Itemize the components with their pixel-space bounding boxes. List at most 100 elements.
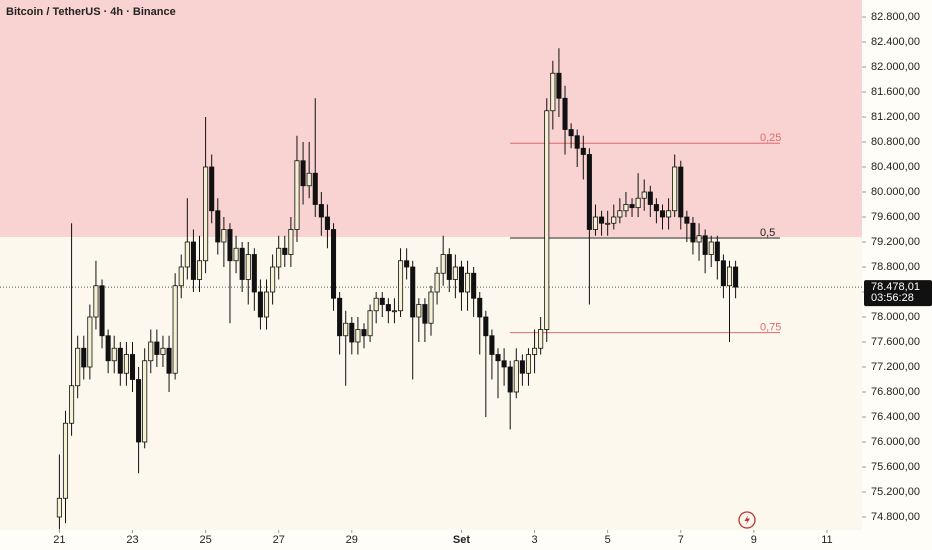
candle-body bbox=[434, 272, 440, 293]
candle-body bbox=[367, 310, 373, 337]
candle-body bbox=[556, 72, 562, 99]
candle-body bbox=[300, 160, 306, 187]
candle-body bbox=[160, 347, 166, 355]
candle-body bbox=[452, 266, 458, 280]
candle-body bbox=[56, 497, 62, 518]
candle-body bbox=[196, 260, 203, 280]
candle-body bbox=[215, 210, 221, 243]
x-tick-label: Set bbox=[453, 534, 470, 546]
candle-body bbox=[538, 329, 544, 349]
candle-body bbox=[629, 204, 635, 209]
candle-body bbox=[203, 166, 209, 262]
candle-body bbox=[410, 266, 416, 318]
y-tick-label: 80.800,00 bbox=[871, 136, 920, 148]
candle-body bbox=[184, 241, 190, 268]
candle-body bbox=[398, 260, 404, 312]
y-tick-label: 74.800,00 bbox=[871, 511, 920, 523]
candle-body bbox=[178, 266, 184, 287]
candle-body bbox=[62, 422, 69, 499]
y-tick-label: 76.400,00 bbox=[871, 411, 920, 423]
candle-body bbox=[519, 360, 525, 374]
candle-body bbox=[678, 166, 684, 218]
candle-body bbox=[129, 354, 136, 380]
candle-body bbox=[227, 229, 233, 262]
candle-body bbox=[349, 322, 355, 343]
y-tick-label: 81.200,00 bbox=[871, 111, 920, 123]
candle-body bbox=[136, 379, 142, 443]
candle-body bbox=[477, 297, 483, 318]
candle-body bbox=[337, 297, 343, 337]
candle-body bbox=[489, 335, 495, 355]
candle-body bbox=[544, 110, 550, 330]
candle-body bbox=[343, 322, 349, 337]
candle-body bbox=[422, 304, 428, 324]
candle-body bbox=[720, 260, 726, 287]
candle-body bbox=[355, 329, 361, 343]
replay-icon[interactable] bbox=[738, 511, 756, 529]
candle-body bbox=[458, 266, 464, 293]
candle-body bbox=[81, 347, 87, 368]
candle-body bbox=[330, 229, 337, 299]
candle-body bbox=[105, 335, 111, 362]
candle-body bbox=[586, 154, 592, 230]
candle-body bbox=[172, 285, 178, 374]
candle-body bbox=[690, 222, 696, 243]
candle-body bbox=[93, 285, 99, 318]
candle-body bbox=[696, 235, 702, 243]
x-tick-label: 25 bbox=[199, 534, 211, 546]
candle-body bbox=[233, 247, 239, 262]
candle-body bbox=[666, 210, 672, 218]
candle-body bbox=[562, 97, 568, 130]
price-axis-background bbox=[862, 0, 932, 550]
candle-body bbox=[257, 291, 263, 318]
level-label: 0,75 bbox=[760, 322, 781, 334]
candle-body bbox=[306, 172, 312, 187]
candle-body bbox=[288, 229, 294, 255]
candle-body bbox=[507, 366, 513, 393]
y-tick-label: 82.800,00 bbox=[871, 11, 920, 23]
countdown-label: 03:56:28 bbox=[871, 292, 914, 304]
candle-body bbox=[385, 304, 391, 312]
candle-body bbox=[221, 229, 227, 243]
candle-body bbox=[513, 360, 519, 393]
zone-layer bbox=[0, 0, 862, 237]
x-tick-label: 11 bbox=[821, 534, 832, 546]
candle-body bbox=[251, 254, 257, 293]
level-label: 0,25 bbox=[760, 132, 781, 144]
x-tick-label: 23 bbox=[126, 534, 138, 546]
candle-body bbox=[416, 304, 422, 318]
y-tick-label: 78.000,00 bbox=[871, 311, 920, 323]
x-tick-label: 21 bbox=[53, 534, 65, 546]
y-tick-label: 79.200,00 bbox=[871, 236, 920, 248]
candle-body bbox=[111, 347, 117, 362]
candle-body bbox=[550, 72, 556, 112]
candle-body bbox=[142, 360, 148, 443]
x-tick-label: 29 bbox=[346, 534, 358, 546]
candle-body bbox=[312, 172, 318, 205]
candle-body bbox=[726, 266, 733, 287]
last-price-tag bbox=[864, 280, 932, 307]
y-tick-label: 75.200,00 bbox=[871, 486, 920, 498]
candle-body bbox=[568, 129, 574, 137]
candle-body bbox=[599, 216, 605, 224]
candle-body bbox=[166, 347, 172, 374]
candle-body bbox=[605, 222, 611, 225]
candle-body bbox=[282, 247, 288, 255]
candle-body bbox=[263, 291, 270, 318]
candle-body bbox=[190, 241, 196, 280]
candles-layer bbox=[56, 48, 739, 530]
candle-body bbox=[379, 297, 385, 305]
candle-body bbox=[495, 354, 501, 362]
x-tick-label: 7 bbox=[678, 534, 684, 546]
candle-body bbox=[532, 347, 538, 355]
candle-body bbox=[641, 191, 647, 199]
candle-body bbox=[647, 191, 653, 205]
candle-body bbox=[318, 204, 324, 218]
y-tick-label: 79.600,00 bbox=[871, 211, 920, 223]
chart-title: Bitcoin / TetherUS · 4h · Binance bbox=[6, 6, 176, 18]
axis-layer: 74.800,00 75.200,00 75.600,00 76.000,00 76.4… bbox=[53, 11, 932, 546]
y-tick-label: 77.200,00 bbox=[871, 361, 920, 373]
candle-body bbox=[324, 216, 330, 230]
candle-body bbox=[404, 260, 410, 268]
candle-body bbox=[148, 341, 154, 362]
